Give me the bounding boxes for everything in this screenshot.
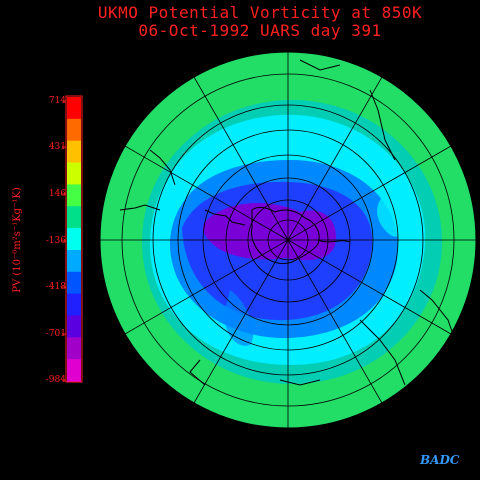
colorbar-swatch [67,97,81,120]
colorbar-swatch [67,293,81,317]
colorbar-swatch [67,118,81,142]
colorbar-tick: -418 [45,282,66,292]
colorbar-tick: 431 [48,142,66,152]
badc-credit: BADC [420,453,460,467]
colorbar-swatch [67,162,81,185]
colorbar-swatch [67,228,81,251]
colorbar-label: PV (10⁻⁶m²s⁻¹Kg⁻¹K) [12,187,23,293]
graticule [99,51,477,429]
colorbar-swatch [67,249,81,273]
colorbar-swatch [67,184,81,207]
map-title: UKMO Potential Vorticity at 850K [97,3,423,22]
colorbar-frame [65,95,83,383]
colorbar-tick: -136 [45,236,66,246]
colorbar-swatch [67,337,81,360]
colorbar-swatch [67,140,81,164]
colorbar-tick: 146 [48,189,66,199]
colorbar-tick: -701 [45,329,66,339]
colorbar-tick: 714 [48,96,66,106]
colorbar-swatch [67,271,81,295]
map-subtitle: 06-Oct-1992 UARS day 391 [138,21,382,40]
colorbar [62,95,83,383]
coastlines [119,59,456,386]
colorbar-swatch [67,206,81,229]
colorbar-swatch [67,315,81,338]
colorbar-tick: -984 [45,375,66,385]
colorbar-swatch [67,359,81,382]
